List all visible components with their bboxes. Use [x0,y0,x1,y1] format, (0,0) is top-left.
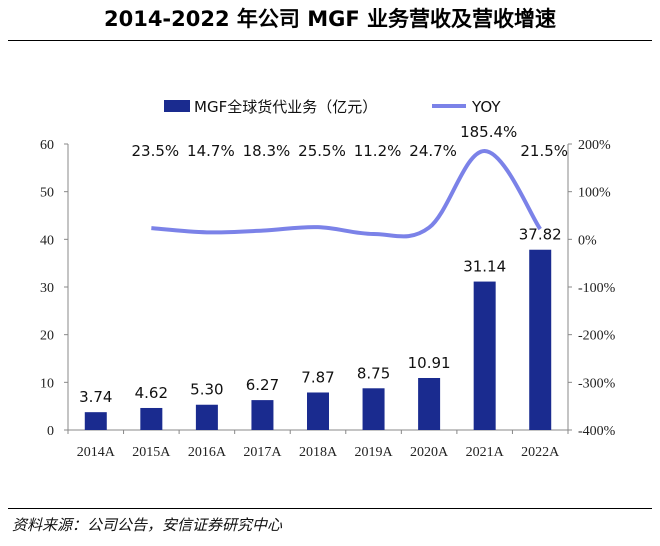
left-tick-label: 10 [40,376,54,391]
bar [307,392,329,430]
bar [362,388,385,430]
right-tick-label: -300% [578,376,616,391]
bar [529,249,552,430]
source-note: 资料来源：公司公告，安信证券研究中心 [12,516,283,534]
bar-data-label: 37.82 [519,226,562,244]
left-tick-label: 0 [47,424,54,439]
bar-data-label: 7.87 [301,368,334,386]
yoy-data-label: 23.5% [132,142,180,160]
right-tick-label: -200% [578,329,616,344]
combo-chart: 0 10 20 30 40 50 60 -400% -300% -200% -100% 0% 100% 2… [40,98,616,460]
yoy-data-label: 25.5% [298,142,346,160]
right-tick-label: 0% [578,233,597,248]
x-tick-label: 2018A [299,445,338,460]
x-tick-label: 2021A [466,445,505,460]
right-tick-label: 100% [578,186,611,201]
bar [195,404,218,430]
bar-data-label: 3.74 [79,388,112,406]
yoy-data-label: 21.5% [520,142,568,160]
yoy-data-label: 185.4% [460,123,517,141]
x-tick-label: 2015A [132,445,171,460]
x-tick-label: 2019A [354,445,393,460]
x-tick-label: 2017A [243,445,282,460]
x-tick-label: 2022A [521,445,560,460]
yoy-data-label: 14.7% [187,142,235,160]
right-tick-label: 200% [578,138,611,153]
bar [140,407,163,430]
yoy-data-label: 18.3% [243,142,291,160]
left-tick-label: 40 [40,233,54,248]
yoy-data-label: 24.7% [409,142,457,160]
bar [251,400,274,430]
left-tick-label: 20 [40,329,54,344]
bar-data-label: 6.27 [246,376,279,394]
x-tick-label: 2020A [410,445,449,460]
left-tick-label: 30 [40,281,54,296]
right-tick-label: -100% [578,281,616,296]
bar [84,412,107,430]
yoy-data-label: 11.2% [354,142,402,160]
left-tick-label: 50 [40,186,54,201]
bar [418,377,441,430]
source-divider [8,508,652,509]
x-tick-label: 2016A [188,445,227,460]
legend-line-label: YOY [471,98,501,116]
legend-bar-swatch [164,100,190,112]
right-tick-label: -400% [578,424,616,439]
bar-data-label: 31.14 [463,258,506,276]
bar-data-label: 10.91 [408,354,451,372]
chart-title: 2014-2022 年公司 MGF 业务营收及营收增速 [103,7,557,31]
left-tick-label: 60 [40,138,54,153]
bar [473,281,496,430]
title-divider [8,40,652,41]
legend-bar-label: MGF全球货代业务（亿元） [194,98,377,116]
bar-data-label: 4.62 [135,384,168,402]
yoy-line [151,148,542,239]
bar-data-label: 5.30 [190,381,223,399]
x-tick-label: 2014A [77,445,116,460]
bar-data-label: 8.75 [357,364,390,382]
